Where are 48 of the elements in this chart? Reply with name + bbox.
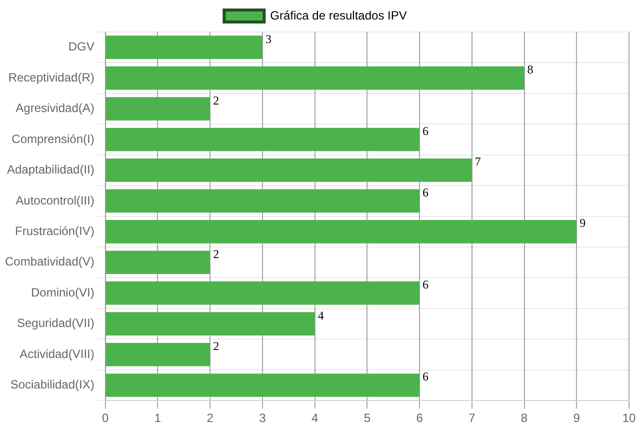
y-tick-label: Seguridad(VII) [16,316,94,330]
x-tick-label: 8 [520,411,528,426]
x-tick-label: 2 [206,411,214,426]
x-tick-label: 6 [416,411,424,426]
y-tick-label: Autocontrol(III) [16,193,94,208]
x-tick-label: 3 [259,411,266,426]
y-tick-label: Comprensión(I) [12,132,94,146]
bar [106,342,210,366]
bar [106,189,420,213]
x-tick-label: 7 [468,411,476,426]
data-label: 8 [527,62,534,77]
x-tick-label: 1 [154,411,162,426]
data-label: 7 [474,154,481,169]
bar [106,128,420,152]
bar [106,281,420,305]
x-tick-label: 5 [364,411,371,426]
bar [106,220,577,244]
y-tick-label: Receptividad(R) [8,70,94,84]
y-tick-label: Actividad(VIII) [20,346,94,361]
data-label: 6 [422,370,429,384]
y-tick-label: Agresividad(A) [16,101,94,116]
y-tick-label: Sociabilidad(IX) [10,378,94,392]
data-label: 6 [422,278,429,292]
data-label: 9 [580,216,586,230]
data-label: 2 [213,246,220,261]
x-tick-label: 10 [622,411,636,426]
y-tick-label: Frustración(IV) [15,224,94,238]
data-label: 6 [422,185,429,200]
bar [106,374,420,397]
data-label: 3 [265,32,272,46]
data-label: 2 [213,93,220,108]
x-tick-label: 4 [311,411,318,426]
data-label: 4 [318,308,324,322]
x-tick-label: 9 [573,411,580,426]
bar [106,312,315,336]
y-tick-label: Adaptabilidad(II) [6,162,94,177]
bar [106,36,262,60]
y-tick-label: Dominio(VI) [31,285,94,300]
bar [106,97,210,120]
x-tick-label: 0 [102,411,110,426]
data-label: 2 [213,339,220,354]
bar [106,158,472,182]
bar [106,66,524,90]
y-tick-label: DGV [68,40,94,54]
bar [106,250,210,274]
legend-label: Gráfica de resultados IPV [270,8,407,22]
data-label: 6 [422,124,429,138]
y-tick-label: Combatividad(V) [4,254,94,269]
